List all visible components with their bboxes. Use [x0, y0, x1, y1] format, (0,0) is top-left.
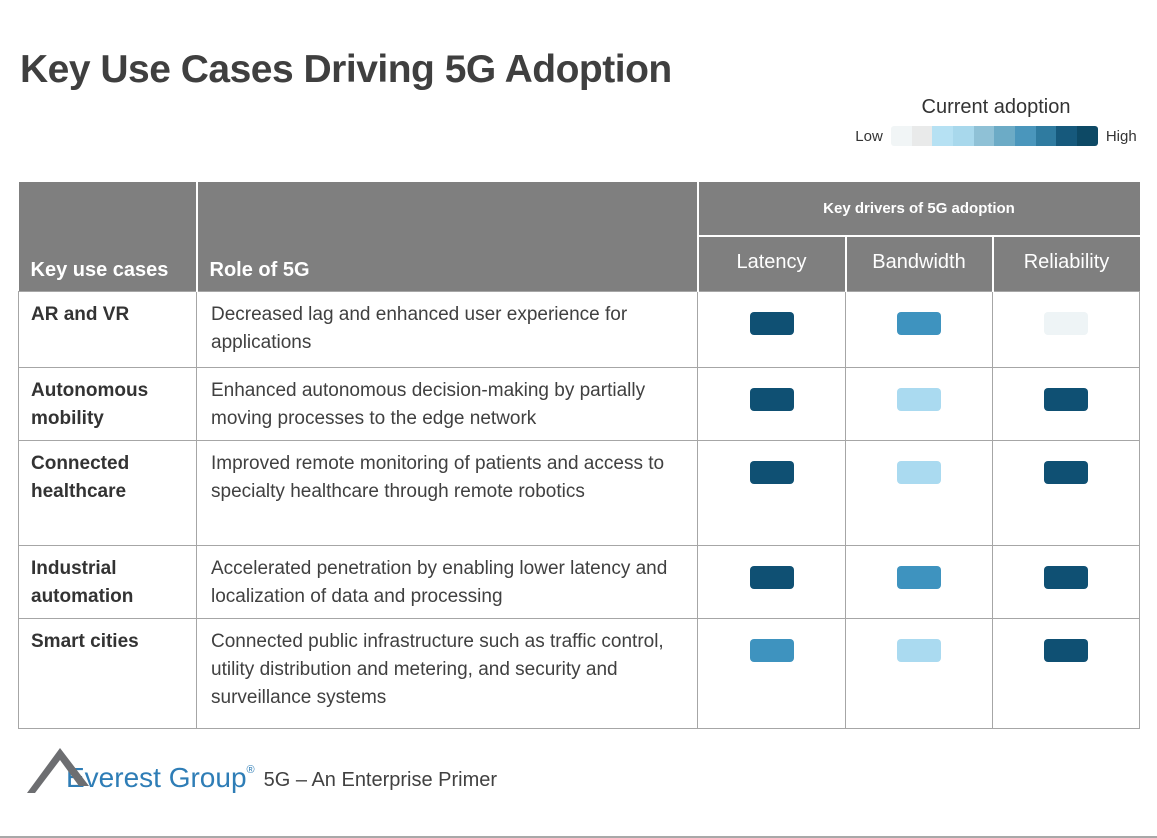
adoption-chip [749, 639, 794, 662]
reliability-cell [991, 440, 1141, 546]
bandwidth-cell [845, 440, 993, 546]
bandwidth-cell [845, 545, 993, 619]
role-description: Improved remote monitoring of patients a… [196, 440, 698, 546]
reliability-cell [991, 367, 1141, 441]
header-role-of-5g: Role of 5G [196, 182, 699, 292]
adoption-chip [1044, 388, 1088, 411]
legend-high-label: High [1105, 127, 1137, 145]
reliability-cell [991, 618, 1141, 729]
registered-mark: ® [246, 764, 255, 776]
bandwidth-cell [845, 618, 993, 729]
reliability-cell [991, 291, 1141, 368]
adoption-chip [1044, 461, 1088, 484]
adoption-chip [1044, 566, 1088, 589]
adoption-chip [749, 566, 794, 589]
footer: Everest Group® 5G – An Enterprise Primer [26, 738, 498, 793]
header-reliability: Reliability [992, 236, 1140, 292]
adoption-chip [897, 388, 941, 411]
header-bandwidth: Bandwidth [845, 236, 994, 292]
latency-cell [697, 291, 846, 368]
adoption-chip [749, 312, 794, 335]
bandwidth-cell [845, 367, 993, 441]
brand-name: Everest Group® [66, 762, 255, 793]
table-row: Autonomous mobility Enhanced autonomous … [18, 367, 1141, 441]
header-latency: Latency [697, 236, 847, 292]
latency-cell [697, 367, 846, 441]
role-description: Accelerated penetration by enabling lowe… [196, 545, 698, 619]
latency-cell [697, 545, 846, 619]
bottom-divider [0, 836, 1157, 838]
use-case-name: Smart cities [18, 618, 197, 729]
legend-low-label: Low [855, 127, 883, 145]
role-description: Connected public infrastructure such as … [196, 618, 698, 729]
use-case-name: Autonomous mobility [18, 367, 197, 441]
adoption-chip [749, 461, 794, 484]
adoption-chip [1044, 639, 1088, 662]
everest-mountain-icon [27, 748, 89, 793]
use-cases-table: Key use cases Role of 5G Key drivers of … [18, 182, 1141, 729]
adoption-legend: Current adoption Low High [846, 96, 1146, 146]
latency-cell [697, 618, 846, 729]
table-row: Smart cities Connected public infrastruc… [18, 618, 1141, 729]
role-description: Decreased lag and enhanced user experien… [196, 291, 698, 368]
table-row: Industrial automation Accelerated penetr… [18, 545, 1141, 619]
role-description: Enhanced autonomous decision-making by p… [196, 367, 698, 441]
bandwidth-cell [845, 291, 993, 368]
adoption-chip [897, 566, 941, 589]
adoption-chip [1044, 312, 1088, 335]
use-case-name: Industrial automation [18, 545, 197, 619]
page-title: Key Use Cases Driving 5G Adoption [20, 48, 672, 91]
legend-scale: Low High [846, 126, 1146, 146]
use-case-name: AR and VR [18, 291, 197, 368]
use-case-name: Connected healthcare [18, 440, 197, 546]
adoption-chip [897, 312, 941, 335]
reliability-cell [991, 545, 1141, 619]
adoption-chip [897, 639, 941, 662]
adoption-gradient [890, 126, 1098, 146]
document-title: 5G – An Enterprise Primer [263, 769, 498, 791]
table-row: AR and VR Decreased lag and enhanced use… [18, 291, 1141, 368]
legend-title: Current adoption [921, 96, 1071, 118]
adoption-chip [897, 461, 941, 484]
header-drivers-group: Key drivers of 5G adoption [697, 182, 1140, 237]
table-row: Connected healthcare Improved remote mon… [18, 440, 1141, 546]
latency-cell [697, 440, 846, 546]
header-key-use-cases: Key use cases [18, 182, 198, 292]
adoption-chip [749, 388, 794, 411]
